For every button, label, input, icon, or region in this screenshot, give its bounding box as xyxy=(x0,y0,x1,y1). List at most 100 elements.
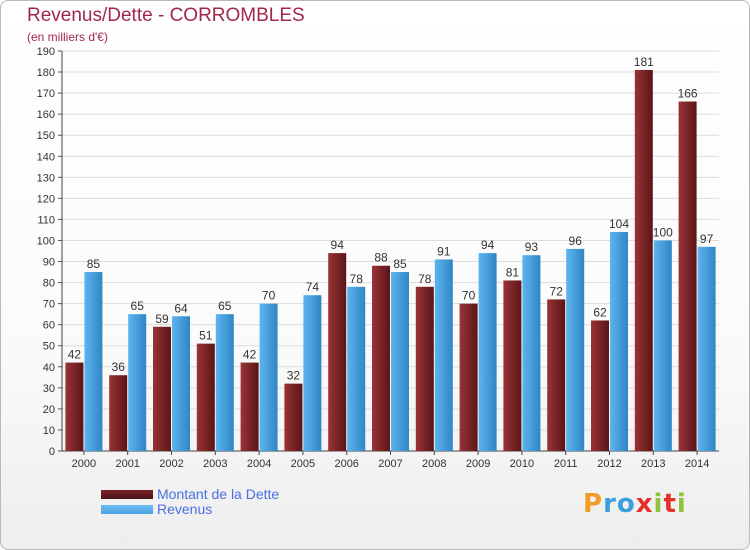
x-tick-label: 2004 xyxy=(247,458,271,470)
data-label-revenue: 104 xyxy=(609,217,629,231)
logo-letter: P xyxy=(583,489,604,519)
bar-debt xyxy=(240,362,259,451)
y-tick-label: 150 xyxy=(37,130,55,142)
data-label-debt: 36 xyxy=(112,360,126,374)
x-tick-label: 2008 xyxy=(422,458,446,470)
bar-revenue xyxy=(84,272,103,451)
bar-revenue xyxy=(522,255,541,451)
bar-debt xyxy=(591,320,609,451)
x-tick-label: 2001 xyxy=(115,458,139,470)
data-label-revenue: 94 xyxy=(481,238,495,252)
data-label-debt: 32 xyxy=(287,369,301,383)
chart-subtitle: (en milliers d'€) xyxy=(27,30,108,44)
x-tick-label: 2000 xyxy=(72,458,96,470)
data-label-debt: 78 xyxy=(418,272,432,286)
x-tick-label: 2009 xyxy=(466,458,490,470)
data-label-debt: 42 xyxy=(243,348,257,362)
data-label-revenue: 96 xyxy=(569,234,583,248)
data-label-debt: 88 xyxy=(374,251,388,265)
bar-revenue xyxy=(172,316,190,451)
data-label-debt: 72 xyxy=(550,284,564,298)
data-label-revenue: 64 xyxy=(174,301,188,315)
data-label-revenue: 65 xyxy=(131,299,145,313)
x-tick-label: 2007 xyxy=(378,458,402,470)
bar-debt xyxy=(415,286,434,451)
data-label-revenue: 65 xyxy=(218,299,232,313)
x-tick-label: 2011 xyxy=(554,458,578,470)
bar-debt xyxy=(284,383,303,451)
y-tick-label: 40 xyxy=(43,362,55,374)
bar-revenue xyxy=(303,295,322,451)
data-label-revenue: 78 xyxy=(350,272,364,286)
bar-revenue xyxy=(610,232,628,451)
bar-revenue xyxy=(391,272,409,451)
y-tick-label: 190 xyxy=(37,46,55,58)
bar-debt xyxy=(153,326,171,451)
data-label-debt: 94 xyxy=(331,238,345,252)
x-tick-label: 2013 xyxy=(641,458,665,470)
bar-revenue xyxy=(478,253,497,451)
bar-debt xyxy=(547,299,566,451)
y-tick-label: 110 xyxy=(37,214,55,226)
x-tick-label: 2012 xyxy=(597,458,621,470)
bar-debt xyxy=(459,303,478,451)
bar-revenue xyxy=(347,286,366,451)
bar-debt xyxy=(328,253,347,451)
x-tick-label: 2005 xyxy=(291,458,315,470)
logo-letter: i xyxy=(676,489,687,519)
data-label-debt: 62 xyxy=(593,305,607,319)
y-tick-label: 130 xyxy=(37,172,55,184)
bar-debt xyxy=(109,375,128,451)
y-tick-label: 50 xyxy=(43,341,55,353)
bar-debt xyxy=(65,362,84,451)
data-label-revenue: 97 xyxy=(700,232,714,246)
bar-revenue xyxy=(697,246,716,451)
y-tick-label: 100 xyxy=(37,235,55,247)
y-tick-label: 20 xyxy=(43,404,55,416)
y-tick-label: 90 xyxy=(43,257,55,269)
data-label-debt: 51 xyxy=(199,329,213,343)
legend-swatch-revenue xyxy=(101,505,153,514)
bar-revenue xyxy=(215,314,234,451)
legend-label-debt: Montant de la Dette xyxy=(157,486,280,502)
logo-letter: r xyxy=(603,489,617,519)
y-tick-label: 140 xyxy=(37,151,55,163)
y-tick-label: 30 xyxy=(43,383,55,395)
legend-swatch-debt xyxy=(101,490,153,499)
data-label-debt: 181 xyxy=(634,55,654,69)
x-tick-label: 2002 xyxy=(159,458,183,470)
y-tick-label: 160 xyxy=(37,109,55,121)
data-label-debt: 166 xyxy=(678,87,698,101)
legend-label-revenue: Revenus xyxy=(157,501,213,517)
logo-letter: i xyxy=(653,489,664,519)
y-tick-label: 60 xyxy=(43,320,55,332)
bar-debt xyxy=(196,343,215,451)
data-label-revenue: 74 xyxy=(306,280,320,294)
data-label-debt: 42 xyxy=(68,348,82,362)
bar-debt xyxy=(634,69,653,452)
y-tick-label: 10 xyxy=(43,425,55,437)
proxiti-logo: Proxiti xyxy=(583,489,687,519)
data-label-revenue: 70 xyxy=(262,289,276,303)
logo-letter: o xyxy=(616,489,636,519)
data-label-revenue: 93 xyxy=(525,240,539,254)
x-tick-label: 2010 xyxy=(510,458,534,470)
y-tick-label: 180 xyxy=(37,67,55,79)
bar-revenue xyxy=(259,303,278,451)
data-label-revenue: 85 xyxy=(393,257,407,271)
logo-letter: x xyxy=(635,489,654,519)
data-label-revenue: 91 xyxy=(437,244,451,258)
y-tick-label: 170 xyxy=(37,88,55,100)
y-tick-label: 0 xyxy=(49,446,55,458)
data-label-debt: 81 xyxy=(506,265,520,279)
data-label-debt: 70 xyxy=(462,289,476,303)
bar-revenue xyxy=(128,314,147,451)
data-label-debt: 59 xyxy=(155,312,169,326)
chart-title: Revenus/Dette - CORROMBLES xyxy=(27,5,305,26)
bar-debt xyxy=(372,265,390,451)
y-tick-label: 70 xyxy=(43,299,55,311)
bar-revenue xyxy=(434,259,453,451)
bar-chart: 0 10 20 30 40 50 60 70 80 90 100 110 120 130 140 150 160… xyxy=(37,46,719,470)
x-tick-label: 2006 xyxy=(334,458,358,470)
